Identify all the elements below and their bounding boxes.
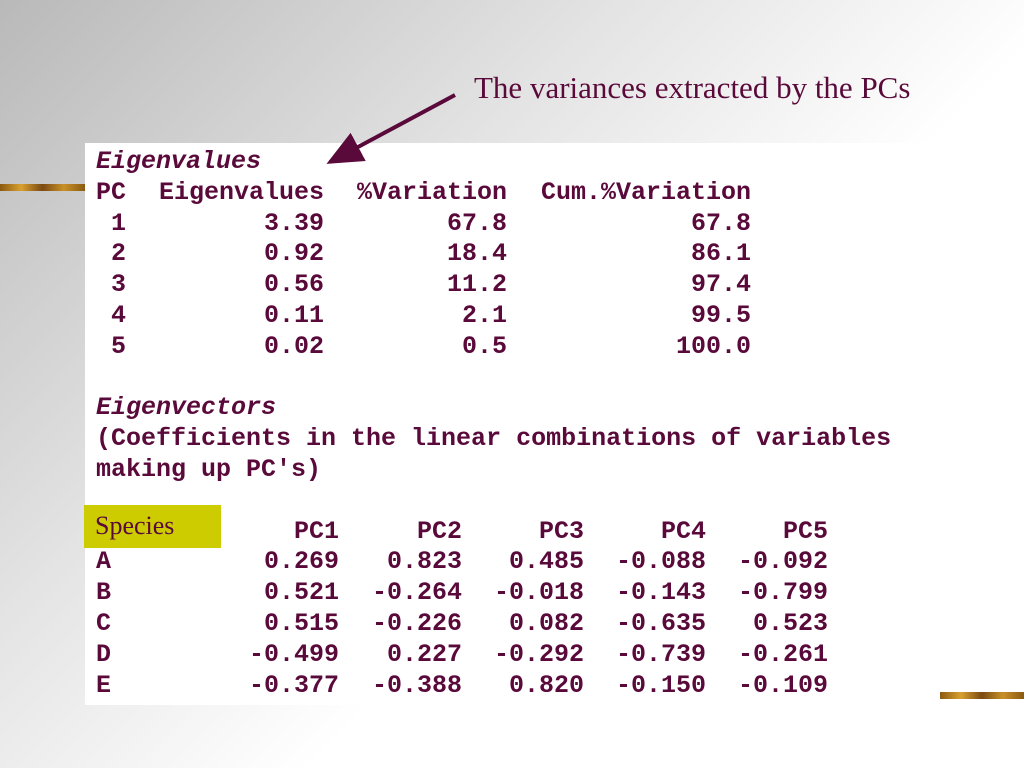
table-cell: 0.485 bbox=[508, 547, 584, 577]
table-cell: 86.1 bbox=[690, 239, 751, 269]
table-cell: -0.088 bbox=[615, 547, 706, 577]
section-title: Eigenvalues bbox=[96, 147, 262, 176]
column-header: %Variation bbox=[356, 177, 507, 207]
row-label: C bbox=[96, 609, 112, 638]
table-cell: 0.823 bbox=[386, 547, 462, 577]
row-label: D bbox=[96, 639, 112, 669]
table-cell: -0.092 bbox=[737, 547, 828, 577]
table-cell: 0.820 bbox=[508, 670, 584, 700]
column-header: Cum.%Variation bbox=[540, 177, 751, 207]
table-cell: 0.515 bbox=[263, 609, 339, 638]
row-label: A bbox=[96, 547, 112, 577]
table-cell: -0.226 bbox=[371, 609, 462, 638]
column-header: Eigenvalues bbox=[158, 177, 324, 207]
species-label: Species bbox=[95, 511, 175, 540]
table-cell: 100.0 bbox=[675, 331, 751, 361]
table-cell: 3 bbox=[110, 270, 126, 300]
table-cell: -0.292 bbox=[493, 639, 584, 669]
table-cell: 18.4 bbox=[446, 239, 507, 269]
column-header: PC5 bbox=[782, 516, 828, 546]
table-cell: -0.143 bbox=[615, 578, 706, 608]
table-cell: 11.2 bbox=[446, 270, 507, 300]
column-header: PC bbox=[95, 177, 126, 207]
table-cell: 67.8 bbox=[446, 208, 507, 238]
row-label: E bbox=[96, 670, 112, 700]
table-cell: -0.377 bbox=[248, 670, 339, 700]
table-cell: 1 bbox=[110, 208, 126, 238]
table-cell: -0.635 bbox=[615, 609, 706, 638]
table-cell: 2 bbox=[110, 239, 126, 269]
table-cell: 0.269 bbox=[263, 547, 339, 577]
table-cell: 67.8 bbox=[690, 208, 751, 238]
species-box: Species bbox=[84, 505, 221, 548]
table-cell: 0.082 bbox=[508, 609, 584, 638]
table-cell: -0.264 bbox=[371, 578, 462, 608]
table-cell: -0.150 bbox=[615, 670, 706, 700]
arrow bbox=[326, 93, 456, 164]
table-cell: -0.388 bbox=[371, 670, 462, 700]
table-cell: 0.11 bbox=[263, 301, 324, 330]
table-cell: 99.5 bbox=[690, 301, 751, 330]
output-panel bbox=[85, 143, 940, 705]
table-cell: -0.499 bbox=[248, 639, 339, 669]
table-cell: 0.56 bbox=[263, 270, 324, 300]
table-cell: 0.523 bbox=[752, 609, 828, 638]
table-cell: 5 bbox=[110, 331, 126, 361]
table-cell: 0.92 bbox=[263, 239, 324, 269]
column-header: PC3 bbox=[538, 516, 584, 546]
column-header: PC1 bbox=[293, 516, 339, 546]
table-cell: -0.261 bbox=[737, 639, 828, 669]
section-title: Eigenvectors bbox=[96, 393, 277, 423]
table-cell: 0.521 bbox=[263, 578, 339, 608]
table-cell: -0.018 bbox=[493, 578, 584, 608]
annotation: The variances extracted by the PCs bbox=[474, 70, 911, 105]
table-cell: 97.4 bbox=[690, 270, 751, 300]
table-cell: -0.799 bbox=[737, 578, 828, 608]
table-cell: 2.1 bbox=[461, 301, 507, 330]
table-cell: 0.5 bbox=[461, 331, 507, 361]
table-cell: 4 bbox=[110, 301, 126, 330]
note-line: making up PC's) bbox=[96, 455, 322, 484]
decor-strip bbox=[0, 184, 85, 191]
table-cell: 0.02 bbox=[263, 331, 324, 361]
column-header: PC2 bbox=[416, 516, 462, 546]
table-cell: 3.39 bbox=[263, 208, 324, 238]
note-line: (Coefficients in the linear combinations… bbox=[96, 424, 892, 454]
row-label: B bbox=[96, 578, 112, 608]
table-cell: -0.109 bbox=[737, 670, 828, 700]
table-cell: -0.739 bbox=[615, 639, 706, 669]
column-header: PC4 bbox=[660, 516, 706, 546]
table-cell: 0.227 bbox=[386, 639, 462, 669]
decor-strip bbox=[940, 692, 1024, 699]
